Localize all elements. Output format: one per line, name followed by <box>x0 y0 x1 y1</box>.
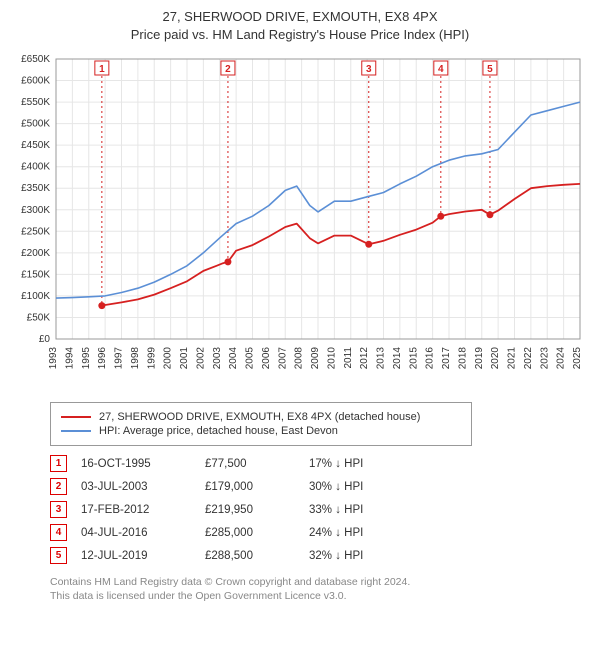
legend-label: 27, SHERWOOD DRIVE, EXMOUTH, EX8 4PX (de… <box>99 411 420 423</box>
svg-text:2024: 2024 <box>556 347 567 370</box>
table-row: 4 04-JUL-2016£285,00024% ↓ HPI <box>50 521 377 544</box>
svg-text:2018: 2018 <box>457 347 468 370</box>
svg-text:2007: 2007 <box>277 347 288 370</box>
svg-text:£0: £0 <box>39 334 51 345</box>
svg-text:2004: 2004 <box>228 347 239 370</box>
sale-diff: 24% ↓ HPI <box>309 521 377 544</box>
svg-text:1: 1 <box>99 64 105 75</box>
svg-text:1998: 1998 <box>130 347 141 370</box>
svg-text:2021: 2021 <box>507 347 518 370</box>
svg-text:2008: 2008 <box>294 347 305 370</box>
sale-diff: 30% ↓ HPI <box>309 475 377 498</box>
svg-text:2013: 2013 <box>376 347 387 370</box>
table-row: 3 17-FEB-2012£219,95033% ↓ HPI <box>50 498 377 521</box>
legend-swatch <box>61 416 91 418</box>
svg-text:£300K: £300K <box>21 205 50 216</box>
sale-badge: 2 <box>50 478 67 495</box>
sale-date: 16-OCT-1995 <box>81 452 205 475</box>
svg-text:2010: 2010 <box>326 347 337 370</box>
title-line2: Price paid vs. HM Land Registry's House … <box>10 26 590 44</box>
svg-text:2001: 2001 <box>179 347 190 370</box>
svg-text:2009: 2009 <box>310 347 321 370</box>
table-row: 1 16-OCT-1995£77,50017% ↓ HPI <box>50 452 377 475</box>
svg-text:2019: 2019 <box>474 347 485 370</box>
chart-svg: £0 £50K £100K £150K £200K £250K £300K £350K £400… <box>10 47 590 387</box>
footnote: Contains HM Land Registry data © Crown c… <box>50 575 590 603</box>
svg-text:1993: 1993 <box>48 347 59 370</box>
svg-text:£650K: £650K <box>21 54 50 65</box>
svg-text:1997: 1997 <box>114 347 125 370</box>
svg-text:£400K: £400K <box>21 162 50 173</box>
svg-text:1994: 1994 <box>64 347 75 370</box>
svg-text:£450K: £450K <box>21 140 50 151</box>
svg-text:£150K: £150K <box>21 269 50 280</box>
svg-text:£500K: £500K <box>21 119 50 130</box>
legend-row: 27, SHERWOOD DRIVE, EXMOUTH, EX8 4PX (de… <box>61 411 461 423</box>
sale-price: £285,000 <box>205 521 309 544</box>
svg-text:2002: 2002 <box>195 347 206 370</box>
sale-badge: 5 <box>50 547 67 564</box>
svg-text:2003: 2003 <box>212 347 223 370</box>
sale-price: £77,500 <box>205 452 309 475</box>
footnote-line1: Contains HM Land Registry data © Crown c… <box>50 575 590 589</box>
svg-text:£600K: £600K <box>21 76 50 87</box>
svg-text:2000: 2000 <box>163 347 174 370</box>
sale-price: £179,000 <box>205 475 309 498</box>
chart: £0 £50K £100K £150K £200K £250K £300K £350K £400… <box>10 47 590 392</box>
table-row: 2 03-JUL-2003£179,00030% ↓ HPI <box>50 475 377 498</box>
sale-price: £219,950 <box>205 498 309 521</box>
svg-text:£50K: £50K <box>27 313 51 324</box>
sale-date: 17-FEB-2012 <box>81 498 205 521</box>
sale-badge: 3 <box>50 501 67 518</box>
svg-text:2005: 2005 <box>245 347 256 370</box>
svg-text:2022: 2022 <box>523 347 534 370</box>
legend-label: HPI: Average price, detached house, East… <box>99 425 338 437</box>
sale-diff: 32% ↓ HPI <box>309 544 377 567</box>
table-row: 5 12-JUL-2019£288,50032% ↓ HPI <box>50 544 377 567</box>
svg-text:1996: 1996 <box>97 347 108 370</box>
svg-text:1995: 1995 <box>81 347 92 370</box>
sales-table: 1 16-OCT-1995£77,50017% ↓ HPI 2 03-JUL-2003… <box>50 452 377 567</box>
legend-swatch <box>61 430 91 432</box>
svg-text:2015: 2015 <box>408 347 419 370</box>
svg-text:2017: 2017 <box>441 347 452 370</box>
sale-date: 03-JUL-2003 <box>81 475 205 498</box>
svg-text:2014: 2014 <box>392 347 403 370</box>
svg-text:£100K: £100K <box>21 291 50 302</box>
svg-text:£200K: £200K <box>21 248 50 259</box>
svg-text:1999: 1999 <box>146 347 157 370</box>
svg-text:2025: 2025 <box>572 347 583 370</box>
svg-text:2006: 2006 <box>261 347 272 370</box>
sale-diff: 17% ↓ HPI <box>309 452 377 475</box>
legend: 27, SHERWOOD DRIVE, EXMOUTH, EX8 4PX (de… <box>50 402 472 446</box>
sale-badge: 1 <box>50 455 67 472</box>
sale-badge: 4 <box>50 524 67 541</box>
title-line1: 27, SHERWOOD DRIVE, EXMOUTH, EX8 4PX <box>10 8 590 26</box>
svg-text:2016: 2016 <box>425 347 436 370</box>
sale-price: £288,500 <box>205 544 309 567</box>
svg-text:2: 2 <box>225 64 231 75</box>
svg-text:2012: 2012 <box>359 347 370 370</box>
svg-text:2020: 2020 <box>490 347 501 370</box>
chart-title: 27, SHERWOOD DRIVE, EXMOUTH, EX8 4PX Pri… <box>10 8 590 43</box>
svg-text:£550K: £550K <box>21 97 50 108</box>
sale-diff: 33% ↓ HPI <box>309 498 377 521</box>
svg-text:2023: 2023 <box>539 347 550 370</box>
svg-text:3: 3 <box>366 64 372 75</box>
svg-text:4: 4 <box>438 64 444 75</box>
footnote-line2: This data is licensed under the Open Gov… <box>50 589 590 603</box>
svg-text:£350K: £350K <box>21 183 50 194</box>
svg-text:2011: 2011 <box>343 347 354 369</box>
svg-text:5: 5 <box>487 64 493 75</box>
sale-date: 04-JUL-2016 <box>81 521 205 544</box>
sale-date: 12-JUL-2019 <box>81 544 205 567</box>
legend-row: HPI: Average price, detached house, East… <box>61 425 461 437</box>
svg-text:£250K: £250K <box>21 226 50 237</box>
